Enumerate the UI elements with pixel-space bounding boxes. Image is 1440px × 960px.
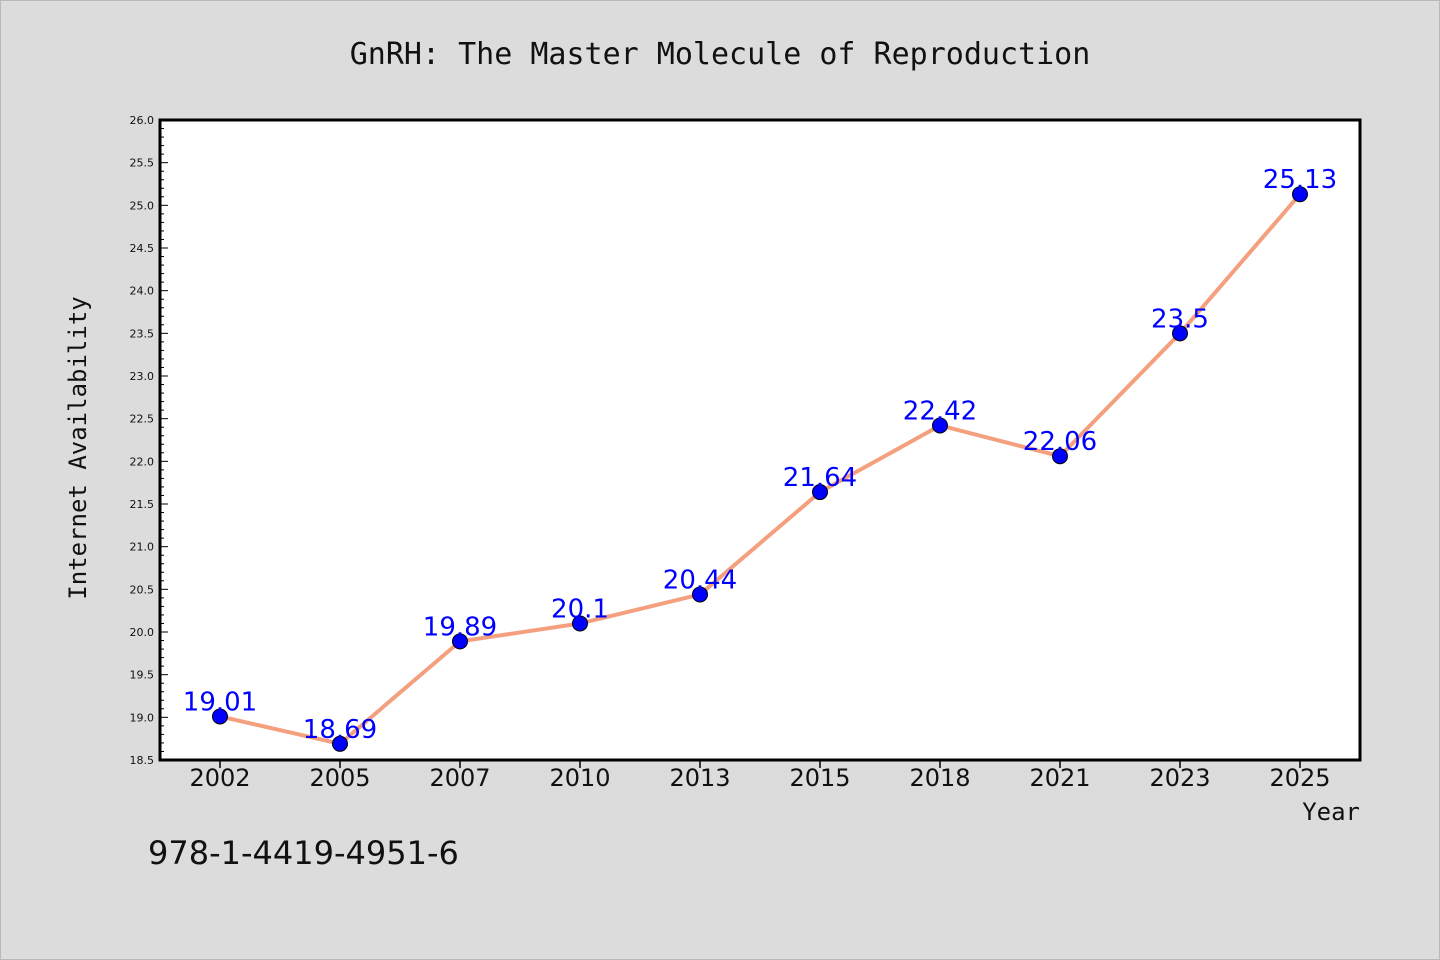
data-label: 18.69	[303, 715, 377, 745]
data-label: 19.01	[183, 687, 257, 717]
data-point	[1172, 325, 1188, 342]
data-label: 22.06	[1023, 427, 1097, 457]
series-markers	[212, 186, 1308, 752]
y-tick-label: 21.5	[130, 498, 155, 511]
y-tick-label: 24.0	[130, 285, 155, 298]
y-tick-label: 25.5	[130, 157, 155, 170]
data-point	[692, 586, 708, 603]
data-label: 21.64	[783, 463, 857, 493]
chart-title: GnRH: The Master Molecule of Reproductio…	[350, 37, 1091, 72]
y-tick-label: 25.0	[130, 199, 155, 212]
data-point	[572, 615, 588, 632]
x-tick-label: 2021	[1029, 764, 1090, 792]
data-label: 25.13	[1263, 165, 1337, 195]
x-axis: 2002 2005 2007 2010 2013 2015 2018 2021 2023 2025	[189, 760, 1331, 792]
isbn-annotation: 978-1-4419-4951-6	[148, 834, 459, 872]
x-tick-label: 2023	[1149, 764, 1210, 792]
x-tick-label: 2005	[309, 764, 370, 792]
y-tick-label: 19.0	[130, 711, 155, 724]
y-tick-label: 23.0	[130, 370, 155, 383]
y-tick-label: 18.5	[130, 754, 155, 767]
y-tick-label: 21.0	[130, 541, 155, 554]
x-tick-label: 2015	[789, 764, 850, 792]
data-label: 22.42	[903, 396, 977, 426]
y-tick-label: 20.0	[130, 626, 155, 639]
series-line	[218, 192, 1302, 746]
data-label: 20.44	[663, 565, 737, 595]
data-point	[812, 484, 828, 501]
plot-area	[158, 118, 1362, 762]
y-axis: 18.5 19.0 19.5 20.0 20.5 21.0 21.5 22.0 22.5 23.0…	[130, 114, 168, 767]
data-labels: 19.01 18.69 19.89 20.1 20.44 21.64 22.42 22.06 2…	[183, 165, 1337, 745]
y-tick-label: 22.0	[130, 455, 155, 468]
y-tick-label: 24.5	[130, 242, 155, 255]
x-tick-label: 2013	[669, 764, 730, 792]
x-tick-label: 2025	[1269, 764, 1330, 792]
x-tick-label: 2018	[909, 764, 970, 792]
data-label: 20.1	[551, 594, 609, 624]
y-tick-label: 26.0	[130, 114, 155, 127]
data-point	[212, 708, 228, 725]
data-label: 23.5	[1151, 304, 1209, 334]
data-point	[1292, 186, 1308, 203]
y-tick-label: 19.5	[130, 669, 155, 682]
data-point	[452, 633, 468, 650]
x-tick-label: 2010	[549, 764, 610, 792]
data-point	[1052, 448, 1068, 465]
x-tick-label: 2007	[429, 764, 490, 792]
data-label: 19.89	[423, 612, 497, 642]
y-tick-label: 22.5	[130, 413, 155, 426]
series-polyline	[218, 192, 1302, 746]
x-tick-label: 2002	[189, 764, 250, 792]
data-point	[932, 417, 948, 434]
x-axis-label: Year	[1302, 798, 1360, 826]
y-axis-label: Internet Availability	[64, 296, 92, 599]
y-tick-label: 20.5	[130, 583, 155, 596]
y-tick-label: 23.5	[130, 327, 155, 340]
data-point	[332, 735, 348, 752]
